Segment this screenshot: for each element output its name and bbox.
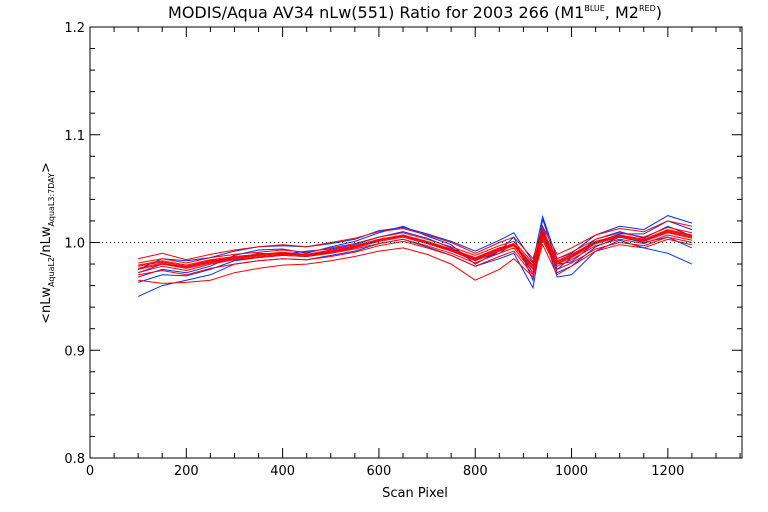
y-tick-label: 0.9 [64,344,85,359]
series-m2-line-13 [138,230,693,270]
axis-ticks: 0 200 400 600 800 1000 1200 0.8 0.9 1.0 1.1 1.2 [64,21,742,479]
x-tick-label: 800 [463,464,488,479]
x-axis-label: Scan Pixel [382,486,448,501]
x-tick-label: 1200 [651,464,684,479]
y-tick-label: 1.0 [64,237,85,252]
ylabel-sub1: AquaL2 [47,257,56,287]
ylabel-part3: > [39,162,54,173]
series-m2-line-7 [138,226,693,265]
series-m2-line-10 [138,220,693,261]
series-m2-line-8 [138,232,693,271]
chart-title: MODIS/Aqua AV34 nLw(551) Ratio for 2003 … [168,3,662,22]
y-tick-label: 1.1 [64,129,85,144]
y-axis-label: <nLwAquaL2/nLwAquaL3:7DAY> [39,162,56,324]
title-sup-red: RED [639,4,656,13]
x-tick-label: 1000 [555,464,588,479]
title-sup-blue: BLUE [584,4,604,13]
ylabel-part1: <nLw [39,287,54,324]
ylabel-part2: /nLw [39,226,54,257]
y-tick-label: 1.2 [64,21,85,36]
series-m2-line-9 [138,238,693,284]
x-tick-label: 400 [270,464,295,479]
series-m1-line-3 [137,214,693,270]
series-layer [137,214,693,297]
series-m2-line-12 [138,229,693,267]
series-m1-line-1 [138,218,693,282]
series-m2-line-6 [138,234,693,274]
x-tick-label: 600 [367,464,392,479]
x-tick-label: 0 [86,464,94,479]
ylabel-sub2: AquaL3:7DAY [47,173,56,227]
title-mid: , M2 [605,3,639,22]
title-main: MODIS/Aqua AV34 nLw(551) Ratio for 2003 … [168,3,584,22]
y-tick-label: 0.8 [64,452,85,467]
series-m1-line-4 [138,227,693,283]
x-tick-label: 200 [174,464,199,479]
title-end: ) [656,3,662,22]
series-m2-line-11 [138,236,693,276]
